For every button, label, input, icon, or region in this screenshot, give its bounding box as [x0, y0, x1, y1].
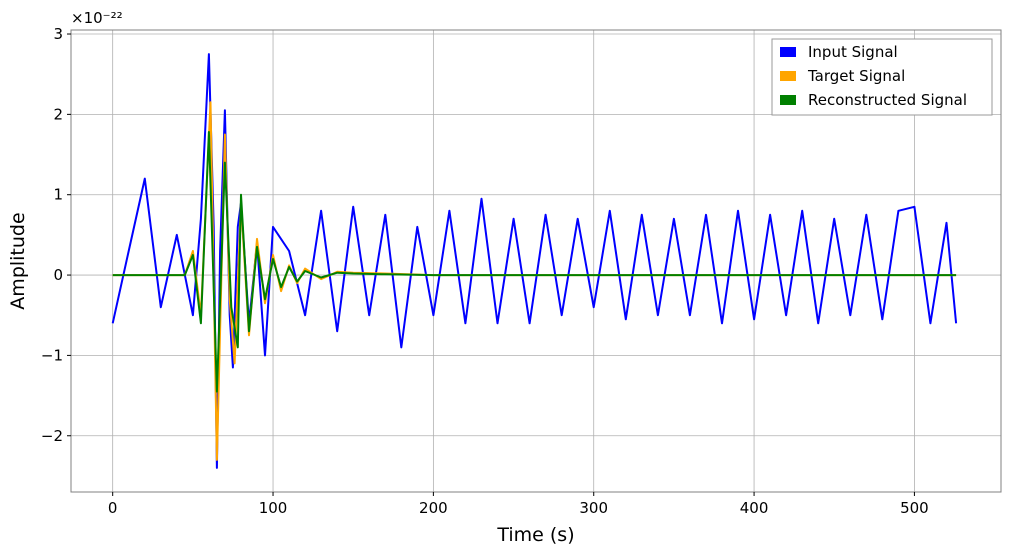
- tick-layer: 0 100 200 300 400 500 −2 −1 0 1 2 3: [41, 25, 929, 517]
- legend: Input Signal Target Signal Reconstructed S…: [771, 38, 993, 116]
- x-tick-label: 200: [419, 499, 448, 517]
- plot-frame: [70, 29, 1002, 493]
- y-tick-label: 0: [53, 266, 63, 284]
- y-tick-label: 3: [53, 25, 63, 43]
- legend-label: Target Signal: [807, 67, 905, 85]
- legend-swatch: [780, 71, 796, 81]
- x-tick-label: 0: [108, 499, 118, 517]
- y-tick-label: 2: [53, 105, 63, 123]
- series-line-1: [111, 53, 958, 469]
- legend-label: Reconstructed Signal: [808, 91, 967, 109]
- legend-swatch: [780, 47, 796, 57]
- x-tick-label: 500: [900, 499, 929, 517]
- x-tick-label: 100: [259, 499, 288, 517]
- series-layer: [111, 53, 958, 469]
- legend-swatch: [780, 95, 796, 105]
- x-tick-label: 400: [740, 499, 769, 517]
- series-line-3: [112, 131, 957, 393]
- y-tick-label: 1: [53, 186, 63, 204]
- y-tick-label: −2: [41, 427, 63, 445]
- x-tick-label: 300: [579, 499, 608, 517]
- y-axis-label: Amplitude: [7, 212, 29, 309]
- y-offset-label: ×10⁻²²: [71, 9, 123, 27]
- y-tick-label: −1: [41, 346, 63, 364]
- legend-label: Input Signal: [808, 43, 898, 61]
- x-axis-label: Time (s): [496, 524, 574, 546]
- legend-box: [771, 38, 993, 116]
